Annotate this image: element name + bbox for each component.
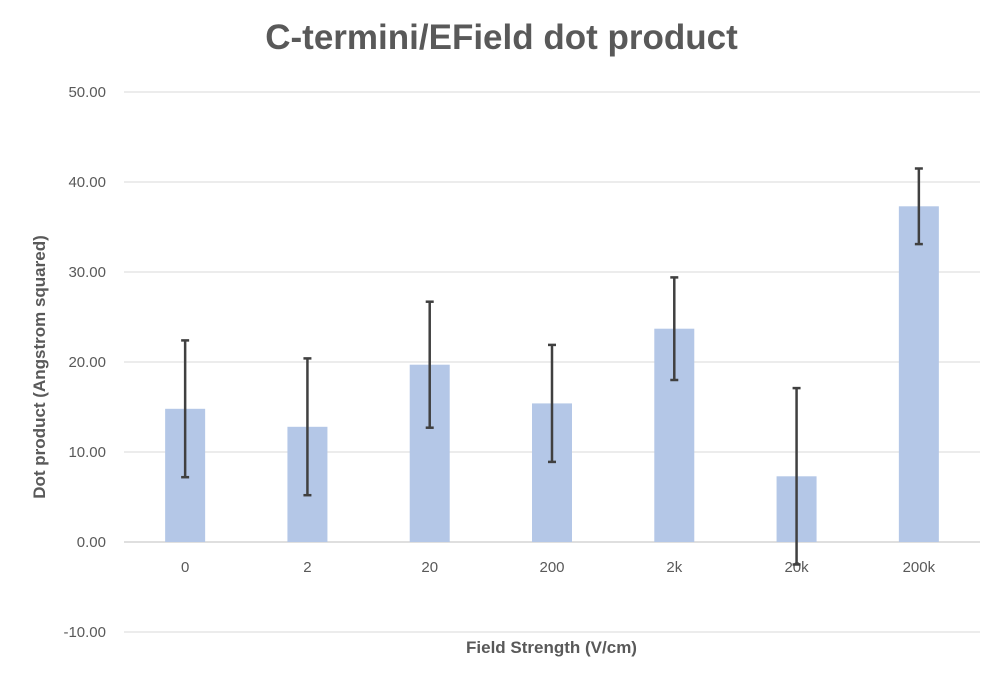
x-tick-label: 0: [181, 559, 189, 576]
y-tick-label: 20.00: [68, 354, 106, 371]
bar: [898, 206, 939, 543]
y-tick-label: -10.00: [63, 624, 106, 641]
x-tick-label: 2: [303, 559, 311, 576]
x-axis-label: Field Strength (V/cm): [466, 638, 637, 657]
chart-title: C-termini/EField dot product: [265, 18, 738, 57]
x-tick-label: 20k: [784, 559, 809, 576]
y-tick-label: 10.00: [68, 444, 106, 461]
y-tick-label: 50.00: [68, 84, 106, 101]
x-tick-label: 200: [539, 559, 564, 576]
y-tick-label: 30.00: [68, 264, 106, 281]
x-tick-label: 200k: [903, 559, 936, 576]
y-tick-label: 40.00: [68, 174, 106, 191]
y-axis-label: Dot product (Angstrom squared): [30, 235, 49, 499]
x-tick-label: 20: [421, 559, 438, 576]
x-tick-label: 2k: [666, 559, 682, 576]
y-tick-label: 0.00: [77, 534, 106, 551]
